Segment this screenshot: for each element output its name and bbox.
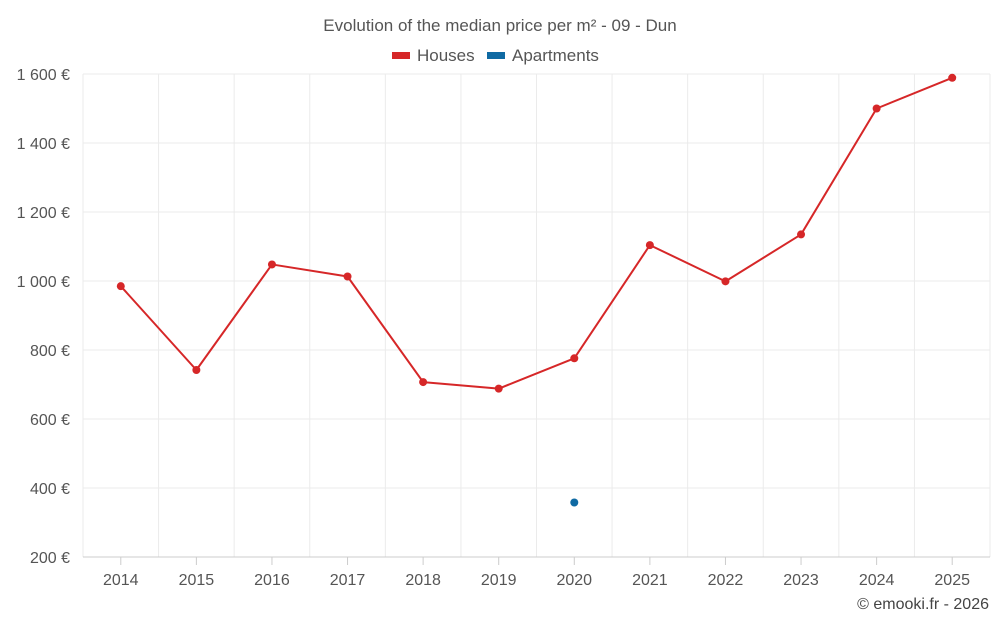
credit-text: © emooki.fr - 2026 — [857, 596, 989, 613]
data-point-houses[interactable] — [721, 277, 730, 286]
x-tick-label: 2021 — [632, 572, 668, 589]
legend-label-houses[interactable]: Houses — [417, 46, 475, 65]
legend-swatch-houses — [392, 52, 410, 59]
y-tick-label: 600 € — [30, 412, 70, 429]
x-tick-label: 2024 — [859, 572, 895, 589]
y-tick-label: 1 000 € — [17, 274, 70, 291]
x-tick-label: 2016 — [254, 572, 290, 589]
series — [116, 73, 957, 507]
legend-item-apartments[interactable]: Apartments — [487, 46, 599, 65]
legend-label-apartments[interactable]: Apartments — [512, 46, 599, 65]
y-axis: 1 600 € 1 400 € 1 200 € 1 000 € 800 € 600 € 40… — [17, 67, 70, 567]
series-line-houses — [120, 76, 953, 390]
x-tick-label: 2015 — [179, 572, 215, 589]
y-tick-label: 1 400 € — [17, 136, 70, 153]
data-point-houses[interactable] — [872, 104, 881, 113]
data-point-houses[interactable] — [192, 366, 201, 375]
x-tick-label: 2023 — [783, 572, 819, 589]
x-tick-label: 2019 — [481, 572, 517, 589]
grid — [82, 73, 991, 558]
legend-item-houses[interactable]: Houses — [392, 46, 475, 65]
x-axis: 2014 2015 2016 2017 2018 2019 2020 2021 2022 2023… — [83, 556, 990, 589]
x-tick-label: 2022 — [708, 572, 744, 589]
data-point-apartments[interactable] — [570, 498, 579, 507]
x-tick-label: 2014 — [103, 572, 139, 589]
data-point-houses[interactable] — [267, 260, 276, 269]
x-tick-label: 2020 — [556, 572, 592, 589]
data-point-houses[interactable] — [570, 354, 579, 363]
data-point-houses[interactable] — [797, 230, 806, 239]
y-tick-label: 400 € — [30, 481, 70, 498]
y-tick-label: 1 600 € — [17, 67, 70, 84]
y-tick-label: 800 € — [30, 343, 70, 360]
chart-title: Evolution of the median price per m² - 0… — [323, 16, 676, 35]
x-tick-label: 2025 — [934, 572, 970, 589]
data-point-houses[interactable] — [494, 384, 503, 393]
data-point-houses[interactable] — [948, 73, 957, 82]
x-tick-label: 2018 — [405, 572, 441, 589]
legend[interactable]: Houses Apartments — [392, 46, 599, 65]
legend-swatch-apartments — [487, 52, 505, 59]
data-point-houses[interactable] — [116, 282, 125, 291]
data-point-houses[interactable] — [419, 378, 428, 387]
y-tick-label: 200 € — [30, 550, 70, 567]
data-point-houses[interactable] — [645, 241, 654, 250]
x-tick-label: 2017 — [330, 572, 366, 589]
y-tick-label: 1 200 € — [17, 205, 70, 222]
data-point-houses[interactable] — [343, 272, 352, 281]
